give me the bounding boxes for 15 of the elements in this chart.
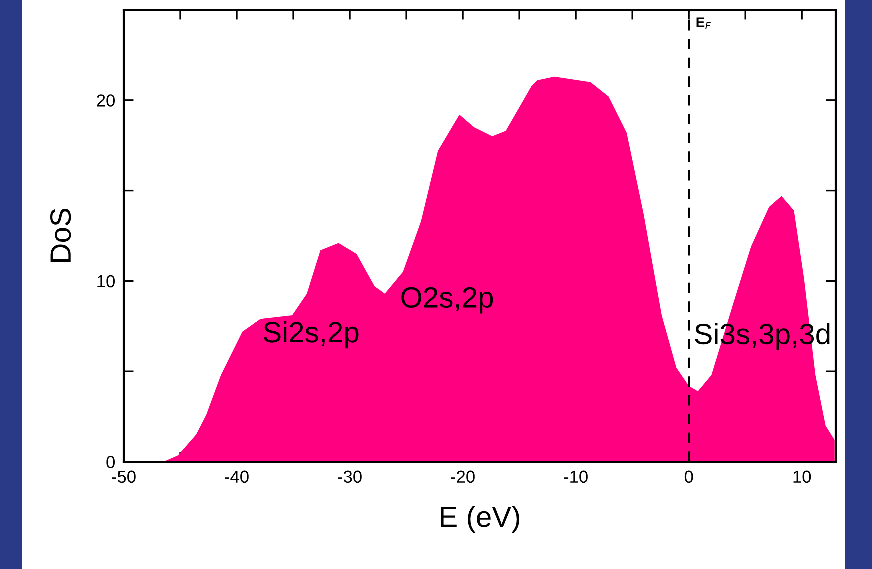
y-tick-label: 0 bbox=[106, 456, 115, 468]
x-tick-label: -30 bbox=[338, 470, 362, 484]
annotation: O2s,2p bbox=[402, 287, 494, 314]
x-tick-label: -10 bbox=[564, 470, 588, 484]
annotation: Si2s,2p bbox=[264, 321, 359, 349]
x-axis-title: E (eV) bbox=[441, 506, 520, 534]
y-tick-label: 10 bbox=[98, 275, 115, 288]
x-tick-label: 10 bbox=[794, 470, 812, 484]
ref-line-label: E$_{F}$ bbox=[696, 18, 711, 30]
x-tick-label: -40 bbox=[225, 470, 249, 484]
x-tick-label: 0 bbox=[684, 470, 694, 484]
y-tick-label: 20 bbox=[97, 94, 115, 107]
x-tick-label: -50 bbox=[112, 470, 136, 484]
x-tick-label: -20 bbox=[451, 470, 475, 484]
y-axis-title: DoS bbox=[50, 208, 72, 262]
